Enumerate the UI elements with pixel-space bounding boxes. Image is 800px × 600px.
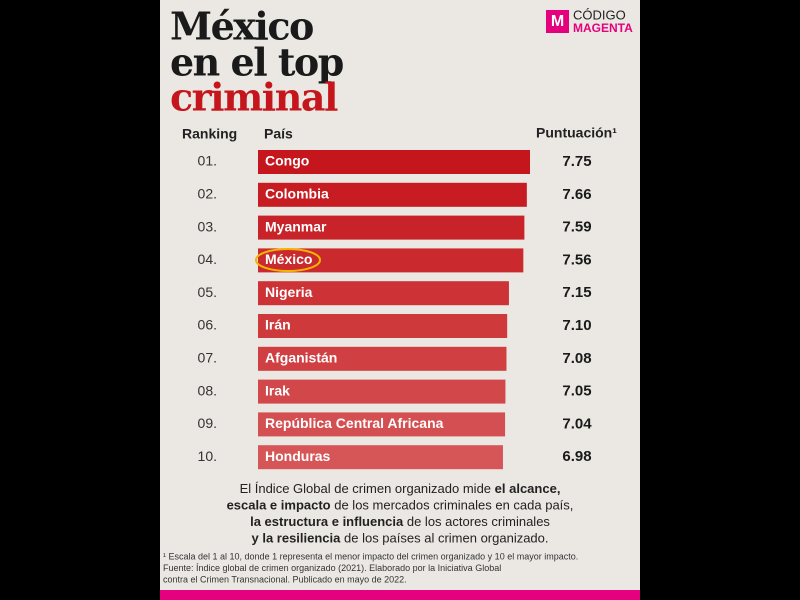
- description-text: y la resiliencia: [251, 531, 341, 546]
- value-label: 7.04: [562, 415, 592, 432]
- chart-title: México: [170, 4, 313, 49]
- rank: 03.: [198, 218, 217, 234]
- value-label: 7.59: [562, 219, 591, 236]
- description-line: y la resiliencia de los países al crimen…: [251, 531, 548, 546]
- bar: [258, 182, 527, 207]
- country: Afganistán: [265, 350, 337, 366]
- rank: 07.: [198, 350, 217, 366]
- description-text: de los actores criminales: [403, 514, 550, 529]
- country: Congo: [265, 153, 309, 169]
- note: contra el Crimen Transnacional. Publicad…: [163, 574, 407, 584]
- description-line: El Índice Global de crimen organizado mi…: [240, 481, 561, 496]
- value-label: 6.98: [562, 448, 591, 465]
- logo-icon: M: [551, 13, 564, 30]
- bar: [258, 150, 530, 174]
- value-label: 7.66: [562, 186, 591, 203]
- country: Colombia: [265, 186, 329, 202]
- highlight: [255, 248, 321, 272]
- value-label: 7.08: [562, 350, 591, 367]
- notes: ¹ Escala del 1 al 10, donde 1 representa…: [163, 551, 578, 584]
- bar: [258, 314, 508, 338]
- chart-title: criminal: [170, 75, 338, 120]
- value-label: 7.05: [562, 383, 591, 400]
- value-label: 7.15: [562, 284, 591, 301]
- description-text: de los países al crimen organizado.: [340, 531, 548, 546]
- description: El Índice Global de crimen organizado mi…: [227, 481, 574, 546]
- value-label: 7.10: [562, 317, 591, 334]
- description-text: El Índice Global de crimen organizado mi…: [240, 481, 495, 496]
- note: Fuente: Índice global de crimen organiza…: [163, 563, 501, 573]
- rank: 08.: [198, 382, 217, 398]
- header: Ranking: [182, 126, 237, 142]
- description-text: escala e impacto: [227, 498, 331, 513]
- logo-box: [546, 10, 569, 33]
- description-line: la estructura e influencia de los actore…: [250, 514, 550, 529]
- bar: [258, 412, 506, 437]
- chart-title: en el top: [170, 40, 344, 85]
- bar: [258, 215, 525, 240]
- country: Myanmar: [265, 218, 327, 234]
- rank: 10.: [198, 448, 217, 464]
- rank: 04.: [198, 251, 217, 267]
- rank: 06.: [198, 317, 217, 333]
- country: Irak: [265, 382, 290, 398]
- value-label: 7.75: [562, 153, 591, 170]
- note: ¹ Escala del 1 al 10, donde 1 representa…: [163, 551, 578, 561]
- description-text: la estructura e influencia: [250, 514, 404, 529]
- country: Nigeria: [265, 284, 313, 300]
- rank: 09.: [198, 415, 217, 431]
- footer-band: [160, 590, 640, 600]
- bar: [258, 281, 509, 306]
- value-label: 7.56: [562, 251, 591, 268]
- rank: 01.: [198, 153, 217, 169]
- bar: [258, 379, 506, 404]
- rank: 02.: [198, 186, 217, 202]
- bars: 01. Congo 7.75 02. Colombia 7.66 03. Myanmar 7.5…: [198, 150, 592, 470]
- brand: CÓDIGO: [573, 7, 626, 22]
- bar: [258, 346, 507, 371]
- bar: [258, 248, 524, 273]
- header: Puntuación¹: [536, 125, 617, 141]
- description-text: el alcance,: [495, 481, 561, 496]
- country: República Central Africana: [265, 415, 444, 431]
- description-text: de los mercados criminales en cada país,: [331, 498, 574, 513]
- description-line: escala e impacto de los mercados crimina…: [227, 498, 574, 513]
- header: País: [264, 126, 293, 142]
- bar: [258, 445, 503, 470]
- brand: MAGENTA: [573, 21, 633, 35]
- country: México: [265, 251, 312, 267]
- country: Honduras: [265, 448, 331, 464]
- rank: 05.: [198, 284, 217, 300]
- country: Irán: [265, 317, 291, 333]
